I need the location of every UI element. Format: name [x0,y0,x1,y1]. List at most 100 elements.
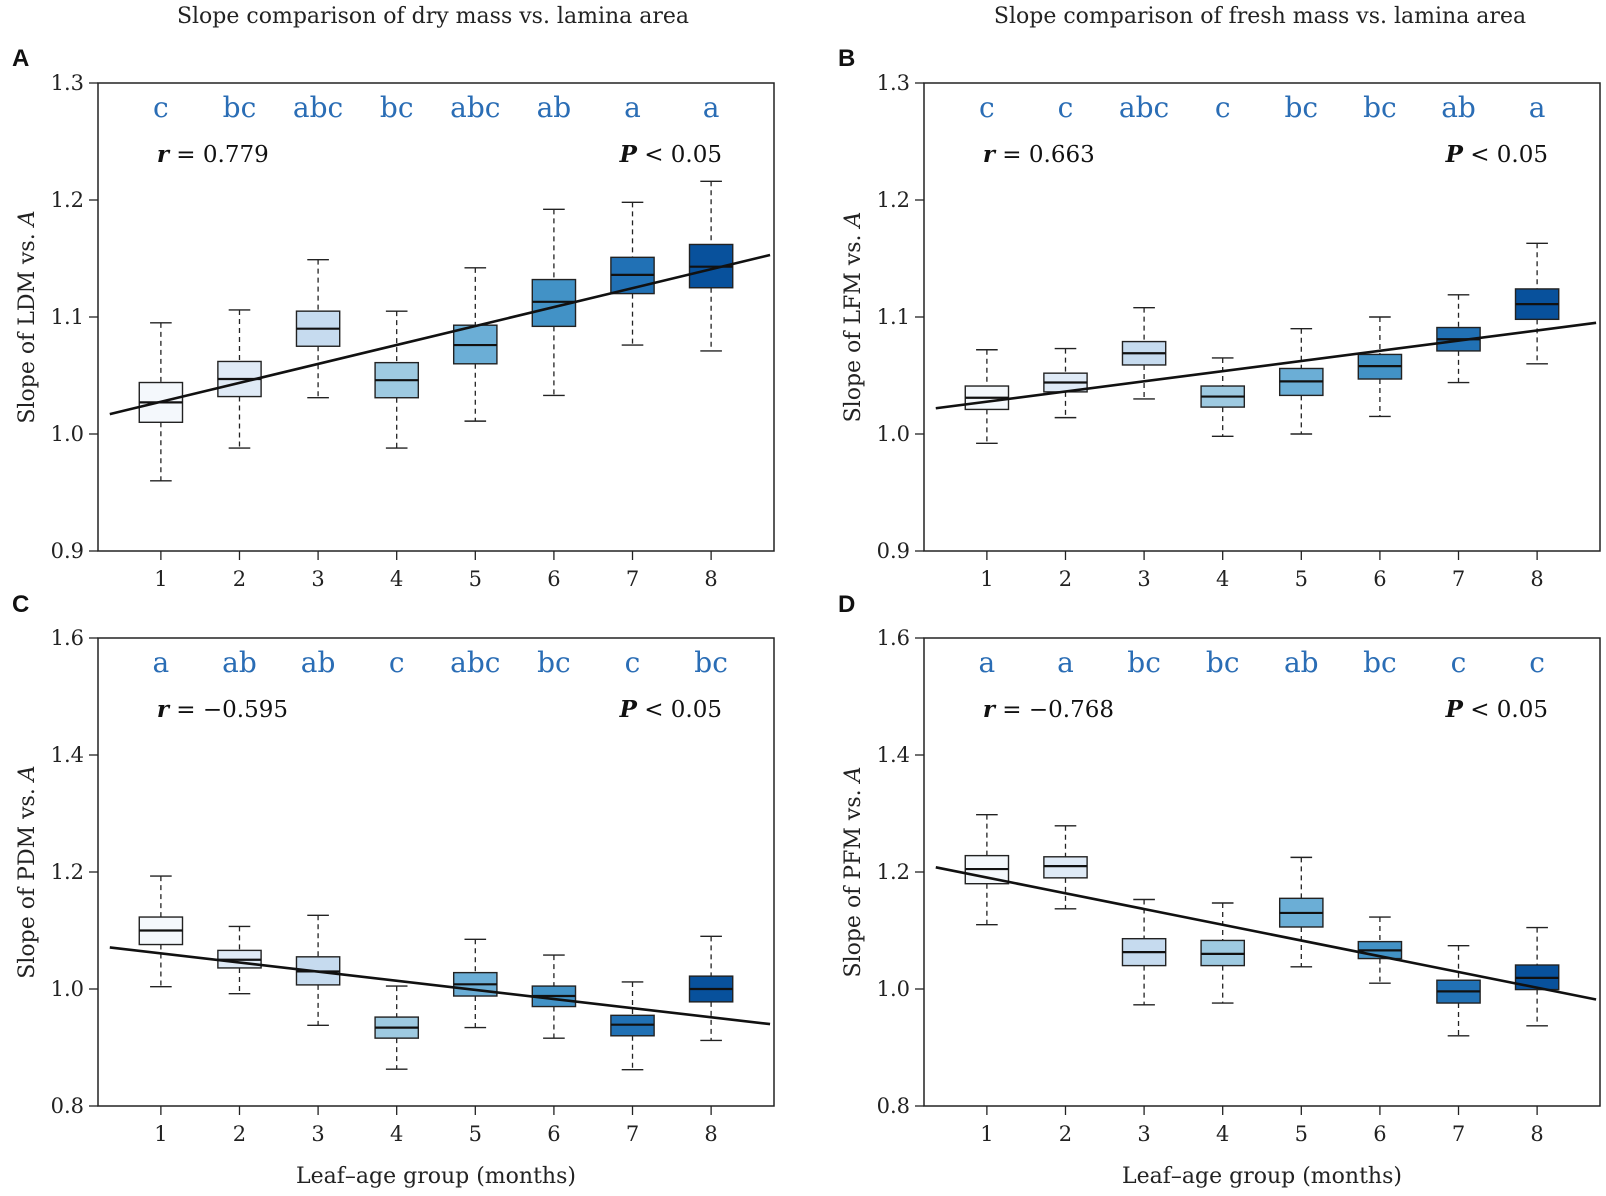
significance-letter: c [625,646,641,679]
x-tick-label: 8 [704,1122,717,1146]
y-tick-label: 1.2 [877,860,910,884]
r-value: = −0.595 [169,697,288,723]
box-group-7 [1436,945,1481,1037]
significance-letter: a [153,646,170,679]
y-tick-label: 1.0 [51,977,84,1001]
r-label: r [983,141,997,168]
y-axis-label-text: Slope of PFM vs. [841,782,866,977]
r-value: = −0.768 [995,697,1114,723]
y-axis-label-text: Slope of LDM vs. [15,226,40,423]
y-tick-label: 0.8 [877,1094,910,1118]
significance-letter: bc [1284,91,1318,124]
x-tick-label: 2 [1059,567,1072,591]
significance-letter: abc [450,91,500,124]
x-tick-label: 4 [1216,1122,1229,1146]
x-tick-label: 1 [154,1122,167,1146]
significance-letter: abc [293,91,343,124]
p-statistic: P < 0.05 [619,696,722,723]
panel-b: B 0.9 1.0 1.1 1.2 1.3 Slope of LFM vs. A 1 2 3 4 5 6… [838,45,1601,591]
p-value: < 0.05 [1463,697,1548,723]
p-value: < 0.05 [637,142,722,168]
y-tick-label: 1.3 [51,71,84,95]
significance-letter: c [389,646,405,679]
box-group-3 [295,258,341,399]
x-tick-label: 1 [154,567,167,591]
box-group-7 [1436,294,1481,384]
y-axis-label-variable: A [841,766,866,784]
box-group-4 [374,310,420,449]
regression-line [109,946,771,1026]
box-group-5 [452,938,498,1029]
y-tick-label: 1.4 [877,743,910,767]
x-tick-label: 7 [626,567,639,591]
x-tick-label: 4 [390,567,403,591]
box-iqr [1043,856,1088,879]
significance-letter: c [1058,91,1074,124]
x-tick-label: 2 [1059,1122,1072,1146]
x-tick-label: 1 [980,567,993,591]
x-tick-label: 5 [1295,1122,1308,1146]
box-group-5 [1278,328,1324,435]
y-tick-label: 0.8 [51,1094,84,1118]
y-axis-label-variable: A [15,765,40,783]
plot-frame [923,82,1601,552]
box-group-4 [374,985,420,1070]
box-group-5 [1278,856,1324,968]
box-group-1 [138,875,184,988]
significance-letter: a [979,646,996,679]
p-statistic: P < 0.05 [1445,141,1548,168]
significance-letter: abc [450,646,500,679]
x-tick-label: 5 [469,1122,482,1146]
box-group-8 [1514,242,1560,365]
x-tick-label: 6 [1373,1122,1386,1146]
x-tick-label: 3 [311,567,324,591]
r-label: r [983,696,997,723]
p-label: P [1445,141,1464,168]
p-statistic: P < 0.05 [1445,696,1548,723]
significance-letter: bc [380,91,414,124]
regression-line [109,253,771,416]
p-value: < 0.05 [637,697,722,723]
x-tick-label: 2 [233,567,246,591]
box-group-3 [1121,306,1167,400]
significance-letter: a [703,91,720,124]
significance-letter: c [979,91,995,124]
x-tick-label: 2 [233,1122,246,1146]
r-label: r [157,696,171,723]
significance-letter: c [153,91,169,124]
p-label: P [619,141,638,168]
significance-letter: bc [537,646,571,679]
x-tick-label: 8 [1530,1122,1543,1146]
y-tick-label: 1.6 [51,626,84,650]
significance-letter: bc [1363,646,1397,679]
plot-frame [97,637,775,1107]
box-group-2 [1043,825,1088,910]
x-tick-label: 3 [1137,1122,1150,1146]
box-group-8 [688,935,734,1042]
y-axis-label-text: Slope of PDM vs. [15,781,40,979]
column-title-dry: Slope comparison of dry mass vs. lamina … [177,4,689,29]
box-group-4 [1200,902,1246,1004]
significance-letter: abc [1119,91,1169,124]
box-group-2 [1043,347,1088,419]
panel-letter: B [838,45,855,72]
y-axis-label: Slope of PFM vs. A [841,766,866,977]
x-tick-label: 4 [390,1122,403,1146]
panel-letter: D [838,591,855,618]
x-tick-label: 6 [547,567,560,591]
x-tick-label: 7 [626,1122,639,1146]
y-tick-label: 1.0 [877,422,910,446]
x-tick-label: 5 [1295,567,1308,591]
regression-line [935,321,1597,410]
y-tick-label: 1.6 [877,626,910,650]
x-tick-label: 8 [704,567,717,591]
box-group-3 [1121,898,1167,1006]
y-axis-label-text: Slope of LFM vs. [841,227,866,422]
panel-a: A 0.9 1.0 1.1 1.2 1.3 Slope of LDM vs. A 1 2 3 4 5 6… [12,45,775,591]
significance-letter: bc [223,91,257,124]
panel-letter: C [12,591,29,618]
x-axis-label: Leaf–age group (months) [296,1164,576,1189]
y-tick-label: 1.1 [877,305,910,329]
r-statistic: r = −0.595 [157,696,288,723]
